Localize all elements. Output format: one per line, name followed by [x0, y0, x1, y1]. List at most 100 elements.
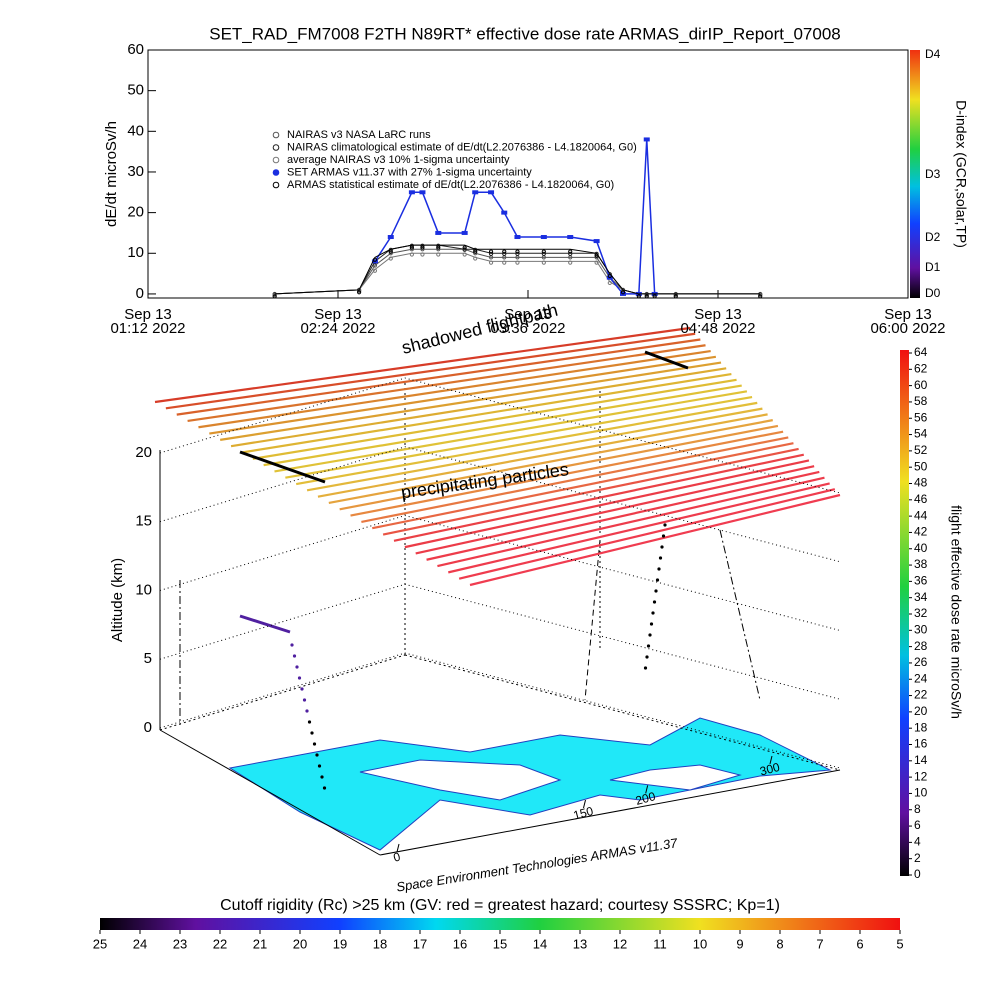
y-tick-label: 30: [127, 163, 144, 180]
colorbar-tick-label: 4: [914, 835, 921, 849]
flight-track: [239, 523, 667, 790]
nairas-point: [473, 249, 478, 254]
tick-mark: [396, 843, 400, 853]
flight-segment: [239, 450, 326, 484]
track-point: [300, 687, 304, 691]
nairas-point: [372, 257, 378, 262]
surface-stripe: [382, 447, 799, 536]
surface-stripe: [350, 430, 784, 517]
y-tick-label: 60: [127, 41, 144, 58]
flight-segment: [644, 350, 689, 370]
grid-line: [159, 377, 841, 494]
armas-point: [419, 190, 426, 195]
nairas-point: [502, 260, 507, 265]
legend-marker: [272, 144, 280, 151]
nairas-point: [462, 252, 467, 257]
z-tick-label: 20: [135, 444, 152, 461]
nairas-point: [436, 245, 441, 250]
surface-stripe: [296, 401, 758, 486]
surface-stripe: [317, 413, 768, 498]
nairas-point: [594, 260, 599, 265]
colorbar-tick-label: 14: [914, 753, 928, 767]
colorbar-tick-label: 60: [914, 378, 928, 392]
colorbar-tick-label: 42: [914, 525, 928, 539]
surface-stripe: [220, 361, 722, 441]
colorbar-tick-label: 62: [914, 361, 928, 375]
track-point: [648, 633, 652, 637]
armas-point: [408, 190, 415, 195]
nairas-point: [436, 243, 441, 248]
x-tick-label: 0: [392, 849, 402, 864]
colorbar-tick-label: 9: [736, 936, 743, 951]
colorbar-tick-label: 22: [213, 936, 227, 951]
track-point: [312, 742, 317, 746]
colorbar-tick-label: D1: [925, 260, 941, 274]
surface-stripe: [306, 407, 763, 492]
colorbar-tick-label: 40: [914, 541, 928, 555]
nairas-point: [607, 273, 612, 279]
colorbar-tick-label: 32: [914, 606, 928, 620]
legend-label: average NAIRAS v3 10% 1-sigma uncertaint…: [287, 154, 510, 166]
track-point: [297, 676, 302, 680]
axis-edge: [379, 769, 841, 856]
dose-surface: [154, 326, 841, 587]
y-tick-label: 10: [127, 244, 144, 261]
legend-marker: [272, 131, 280, 139]
nairas-point: [388, 256, 393, 261]
track-point: [658, 556, 663, 560]
armas-point: [435, 230, 442, 235]
colorbar-tick-label: 23: [173, 936, 187, 951]
z-tick-label: 5: [144, 650, 152, 667]
armas-point: [461, 230, 468, 235]
nairas-point: [420, 252, 425, 257]
armas-point: [501, 210, 508, 215]
colorbar-tick-label: 18: [373, 936, 387, 951]
surface-stripe: [241, 372, 732, 454]
surface-stripe: [187, 344, 706, 423]
colorbar-tick-label: 10: [914, 786, 928, 800]
colorbar-tick-label: 16: [453, 936, 467, 951]
nairas-point: [488, 249, 494, 254]
track-point: [302, 698, 307, 702]
dose-colorbar: [900, 350, 909, 876]
surface-stripe: [198, 349, 711, 429]
nairas-point: [515, 249, 520, 254]
nairas-point: [673, 294, 678, 299]
colorbar-tick-label: 26: [914, 655, 928, 669]
z-tick-label: 10: [135, 581, 152, 598]
surface-stripe: [339, 424, 779, 511]
colorbar-tick-label: 8: [776, 936, 783, 951]
map-land: [609, 764, 742, 791]
x-tick-label: Sep 13 01:12 2022: [110, 306, 186, 337]
nairas-point: [436, 252, 441, 257]
track-point: [654, 589, 658, 593]
nairas-point: [515, 260, 520, 265]
y-tick-label: 50: [127, 82, 144, 99]
track-point: [307, 720, 312, 724]
track-point: [295, 665, 299, 669]
nairas-point: [420, 245, 425, 250]
surface-stripe: [404, 459, 810, 549]
colorbar-tick-label: 6: [856, 936, 863, 951]
nairas-point: [644, 294, 649, 299]
surface-stripe: [372, 442, 794, 530]
armas-point: [514, 235, 521, 240]
colorbar-tick-label: 8: [914, 802, 921, 816]
y-tick-label: 0: [136, 285, 144, 302]
grid-line: [159, 446, 841, 563]
colorbar-tick-label: 13: [573, 936, 587, 951]
armas-point: [643, 137, 650, 142]
colorbar-tick-label: 44: [914, 508, 928, 522]
grid-line: [159, 514, 841, 631]
surface-stripe: [285, 396, 753, 479]
surface-stripe: [458, 488, 836, 580]
x-tick-label: Sep 13 02:24 2022: [300, 306, 376, 337]
nairas-point: [515, 251, 520, 256]
nairas-point: [488, 260, 494, 265]
nairas-point: [620, 290, 626, 295]
nairas-point: [568, 251, 573, 256]
colorbar-tick-label: D3: [925, 167, 941, 181]
nairas-point: [462, 245, 467, 250]
